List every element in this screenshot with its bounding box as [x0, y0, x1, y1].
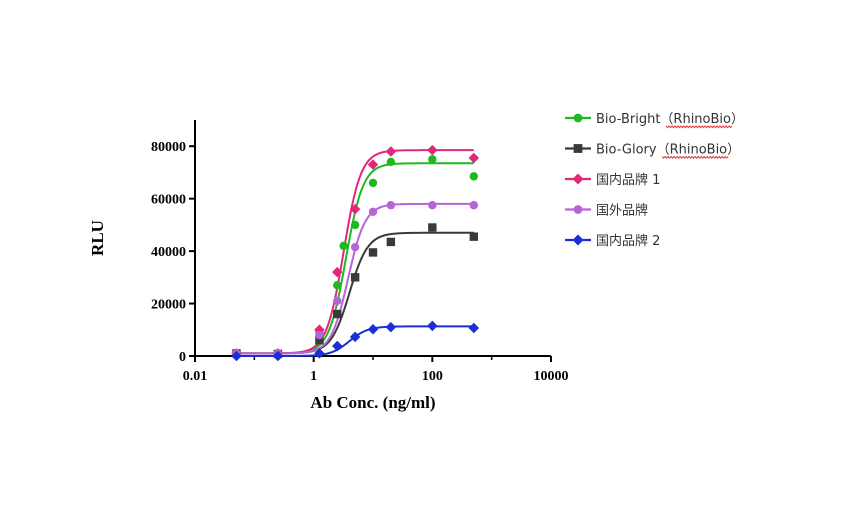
- data-point-4: [350, 242, 360, 252]
- data-point-2: [368, 248, 378, 257]
- y-tick-label: 60000: [151, 193, 186, 208]
- legend-label: 国内品牌 1: [596, 172, 660, 188]
- data-point-3: [332, 266, 343, 278]
- data-point-3: [349, 203, 361, 215]
- legend-marker: [573, 144, 583, 153]
- data-point-5: [385, 321, 397, 333]
- fit-curves: [236, 149, 474, 357]
- data-point-2: [350, 273, 360, 282]
- spellcheck-underline: [665, 125, 733, 129]
- data-point-2: [469, 232, 479, 241]
- x-axis-label: Ab Conc. (ng/ml): [310, 393, 435, 412]
- data-point-4: [386, 201, 396, 210]
- axes: 0 20000 40000 60000 80000 0.01 1 100 10000 Ab Con…: [88, 120, 569, 412]
- data-point-5: [272, 350, 284, 362]
- y-tick-label: 40000: [151, 245, 186, 260]
- legend: Bio-Bright（RhinoBio） Bio-Glory（RhinoBio） 国…: [565, 112, 744, 249]
- legend-label-suffix: （RhinoBio）: [660, 112, 744, 127]
- y-axis-label: RLU: [88, 220, 107, 256]
- data-point-3: [427, 144, 438, 156]
- data-point-1: [368, 178, 378, 188]
- data-point-5: [349, 331, 361, 343]
- y-tick-label: 20000: [151, 298, 186, 313]
- x-tick-label: 0.01: [183, 369, 208, 384]
- data-point-4: [469, 201, 479, 210]
- x-tick-label: 1: [310, 369, 317, 384]
- legend-marker: [572, 173, 584, 185]
- data-point-5: [332, 340, 343, 352]
- data-point-4: [315, 330, 324, 340]
- legend-label: 国外品牌: [596, 203, 648, 219]
- data-point-3: [468, 152, 480, 164]
- data-point-3: [367, 159, 379, 170]
- data-point-1: [469, 172, 479, 181]
- data-point-4: [428, 201, 437, 210]
- x-tick-label: 100: [422, 369, 443, 384]
- data-point-5: [231, 350, 242, 362]
- y-tick-label: 0: [179, 350, 186, 365]
- legend-label-suffix: （RhinoBio）: [657, 143, 741, 158]
- data-point-1: [386, 157, 396, 167]
- data-point-1: [350, 220, 360, 230]
- legend-label: Bio-Bright（RhinoBio）: [596, 112, 744, 127]
- data-point-1: [428, 155, 437, 164]
- data-point-2: [386, 237, 396, 247]
- data-point-5: [314, 348, 325, 359]
- data-point-2: [333, 309, 342, 319]
- data-point-2: [428, 223, 437, 232]
- legend-label: Bio-Glory（RhinoBio）: [596, 143, 740, 158]
- spellcheck-underline: [661, 155, 729, 159]
- data-point-1: [333, 281, 342, 290]
- x-tick-label: 10000: [534, 369, 569, 384]
- legend-marker: [572, 234, 584, 246]
- legend-marker: [573, 113, 583, 123]
- data-point-1: [339, 241, 348, 251]
- y-tick-label: 80000: [151, 140, 186, 155]
- data-point-3: [385, 146, 397, 157]
- legend-marker: [573, 205, 583, 214]
- data-point-5: [427, 320, 438, 332]
- data-point-2: [315, 336, 324, 345]
- data-point-5: [468, 322, 480, 334]
- data-point-4: [368, 207, 378, 216]
- data-point-4: [333, 296, 342, 306]
- data-points: [231, 144, 480, 362]
- legend-label: 国内品牌 2: [596, 233, 660, 249]
- data-point-5: [367, 324, 379, 335]
